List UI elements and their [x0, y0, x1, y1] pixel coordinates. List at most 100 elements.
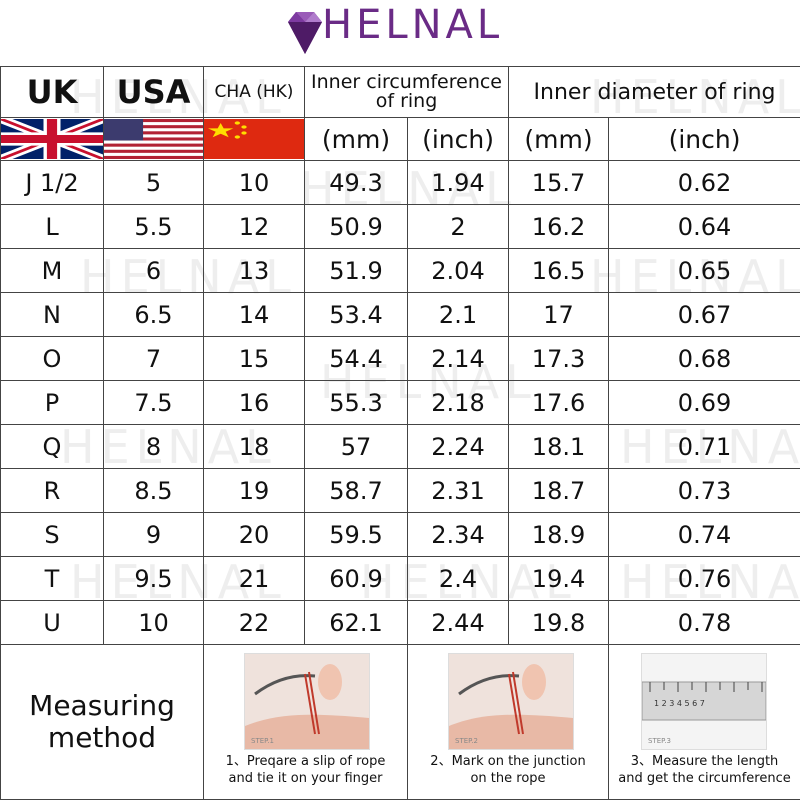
cell-circ-inch: 2.04	[406, 248, 510, 293]
brand-header: HELNAL	[0, 0, 800, 66]
cell-cha: 10	[203, 160, 305, 205]
subheader-row: (mm) (inch) (mm) (inch)	[0, 117, 800, 161]
cell-diam-mm: 17.3	[508, 336, 610, 381]
cell-usa: 6.5	[103, 292, 204, 337]
diamond-icon	[288, 12, 322, 54]
step-caption-line1: 1、Preqare a slip of rope	[225, 754, 386, 769]
table-row: S 9 20 59.5 2.34 18.9 0.74	[0, 512, 800, 557]
table-row: M 6 13 51.9 2.04 16.5 0.65	[0, 248, 800, 293]
cell-uk: O	[0, 336, 104, 381]
step-tag: STEP.3	[648, 737, 671, 745]
cell-uk: Q	[0, 424, 104, 469]
svg-text:1 2 3 4 5 6 7: 1 2 3 4 5 6 7	[654, 699, 705, 708]
cell-circ-mm: 62.1	[304, 600, 408, 645]
step-tag: STEP.2	[455, 737, 478, 745]
usa-flag-icon	[104, 119, 203, 159]
cell-diam-inch: 0.76	[608, 556, 800, 601]
uk-flag-cell	[0, 117, 104, 161]
cell-diam-inch: 0.78	[608, 600, 800, 645]
table-row: Q 8 18 57 2.24 18.1 0.71	[0, 424, 800, 469]
cell-circ-inch: 2	[406, 204, 510, 249]
cell-usa: 7.5	[103, 380, 204, 425]
cell-diam-mm: 18.7	[508, 468, 610, 513]
step-caption-line1: 3、Measure the length	[630, 754, 779, 769]
cell-circ-mm: 50.9	[304, 204, 408, 249]
cell-uk: L	[0, 204, 104, 249]
cell-usa: 5	[103, 160, 204, 205]
step-caption: 3、Measure the length and get the circumf…	[610, 753, 800, 787]
header-circ-mm: (mm)	[304, 117, 408, 161]
method-title-line1: Measuring	[29, 689, 175, 722]
cell-diam-inch: 0.68	[608, 336, 800, 381]
step-caption-line1: 2、Mark on the junction	[430, 754, 586, 769]
cell-diam-mm: 17.6	[508, 380, 610, 425]
cell-diam-inch: 0.69	[608, 380, 800, 425]
cell-diam-inch: 0.65	[608, 248, 800, 293]
cell-diam-mm: 17	[508, 292, 610, 337]
cell-cha: 14	[203, 292, 305, 337]
cell-diam-mm: 18.1	[508, 424, 610, 469]
cell-circ-mm: 55.3	[304, 380, 408, 425]
cell-circ-inch: 2.18	[406, 380, 510, 425]
header-circ-inch: (inch)	[406, 117, 510, 161]
cell-usa: 6	[103, 248, 204, 293]
table-row: O 7 15 54.4 2.14 17.3 0.68	[0, 336, 800, 381]
step-caption-line2: and tie it on your finger	[228, 771, 383, 786]
cell-diam-inch: 0.74	[608, 512, 800, 557]
cell-usa: 8.5	[103, 468, 204, 513]
step-caption-line2: on the rope	[470, 771, 546, 786]
step-caption: 2、Mark on the junction on the rope	[409, 753, 608, 787]
cell-uk: R	[0, 468, 104, 513]
cell-circ-mm: 54.4	[304, 336, 408, 381]
method-step-1: STEP.1 1、Preqare a slip of rope and tie …	[203, 644, 408, 800]
cell-circ-inch: 2.14	[406, 336, 510, 381]
cell-cha: 15	[203, 336, 305, 381]
cell-uk: U	[0, 600, 104, 645]
cell-circ-mm: 51.9	[304, 248, 408, 293]
cell-circ-inch: 2.31	[406, 468, 510, 513]
table-row: J 1/2 5 10 49.3 1.94 15.7 0.62	[0, 160, 800, 205]
cell-diam-mm: 16.2	[508, 204, 610, 249]
cell-cha: 16	[203, 380, 305, 425]
cell-diam-inch: 0.62	[608, 160, 800, 205]
uk-flag-icon	[1, 119, 103, 159]
cell-usa: 8	[103, 424, 204, 469]
cell-circ-mm: 49.3	[304, 160, 408, 205]
cell-uk: T	[0, 556, 104, 601]
cell-diam-mm: 18.9	[508, 512, 610, 557]
brand-name: HELNAL	[322, 2, 504, 48]
cell-circ-mm: 59.5	[304, 512, 408, 557]
table-row: U 10 22 62.1 2.44 19.8 0.78	[0, 600, 800, 645]
header-diam-inch: (inch)	[608, 117, 800, 161]
cell-cha: 12	[203, 204, 305, 249]
china-flag-cell	[203, 117, 305, 161]
cell-circ-mm: 57	[304, 424, 408, 469]
cell-circ-inch: 2.24	[406, 424, 510, 469]
cell-diam-mm: 19.8	[508, 600, 610, 645]
cell-usa: 10	[103, 600, 204, 645]
cell-cha: 21	[203, 556, 305, 601]
header-usa: USA	[103, 66, 204, 118]
cell-circ-mm: 60.9	[304, 556, 408, 601]
cell-usa: 9.5	[103, 556, 204, 601]
cell-cha: 22	[203, 600, 305, 645]
table-row: P 7.5 16 55.3 2.18 17.6 0.69	[0, 380, 800, 425]
step-caption-line2: and get the circumference	[618, 771, 791, 786]
china-flag-icon	[204, 119, 304, 159]
cell-circ-inch: 2.4	[406, 556, 510, 601]
cell-circ-inch: 2.1	[406, 292, 510, 337]
cell-cha: 20	[203, 512, 305, 557]
step-tag: STEP.1	[251, 737, 274, 745]
cell-diam-inch: 0.71	[608, 424, 800, 469]
cell-circ-inch: 2.34	[406, 512, 510, 557]
cell-circ-mm: 53.4	[304, 292, 408, 337]
cell-diam-mm: 19.4	[508, 556, 610, 601]
cell-cha: 18	[203, 424, 305, 469]
cell-usa: 9	[103, 512, 204, 557]
cell-uk: M	[0, 248, 104, 293]
cell-uk: J 1/2	[0, 160, 104, 205]
step-caption: 1、Preqare a slip of rope and tie it on y…	[205, 753, 407, 787]
cell-diam-mm: 16.5	[508, 248, 610, 293]
cell-cha: 19	[203, 468, 305, 513]
cell-diam-inch: 0.67	[608, 292, 800, 337]
